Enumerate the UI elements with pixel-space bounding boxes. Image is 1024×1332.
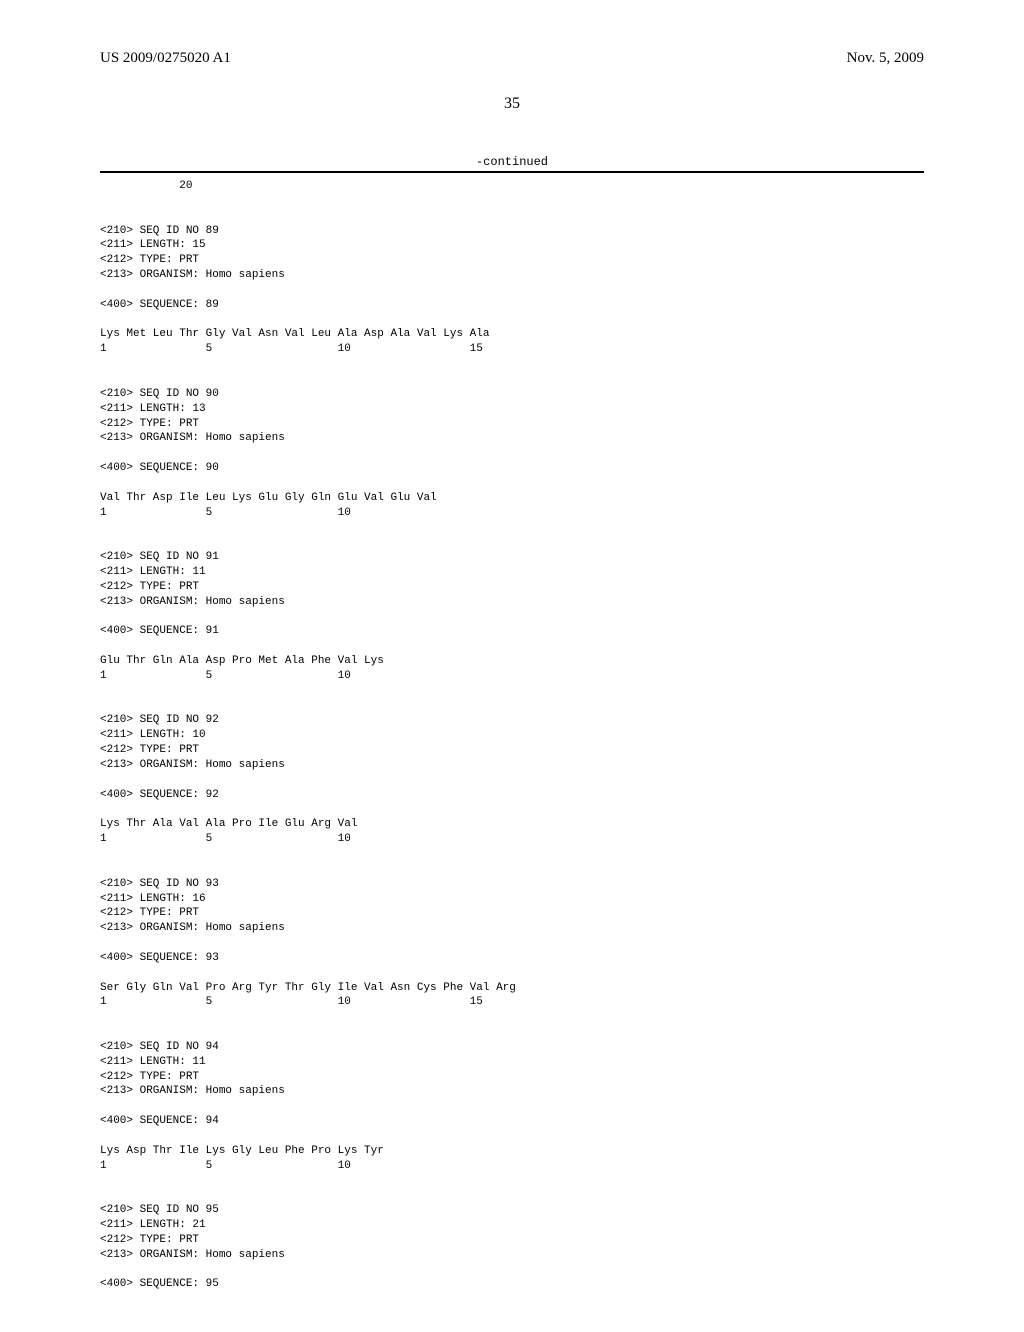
publication-date: Nov. 5, 2009 bbox=[847, 50, 924, 67]
publication-number: US 2009/0275020 A1 bbox=[100, 50, 231, 67]
continued-label: -continued bbox=[100, 155, 924, 169]
header-row: US 2009/0275020 A1 Nov. 5, 2009 bbox=[100, 50, 924, 67]
horizontal-rule bbox=[100, 171, 924, 173]
sequence-listing: 20 <210> SEQ ID NO 89 <211> LENGTH: 15 <… bbox=[100, 179, 924, 1292]
page-container: US 2009/0275020 A1 Nov. 5, 2009 35 -cont… bbox=[0, 0, 1024, 1332]
page-number: 35 bbox=[100, 95, 924, 113]
